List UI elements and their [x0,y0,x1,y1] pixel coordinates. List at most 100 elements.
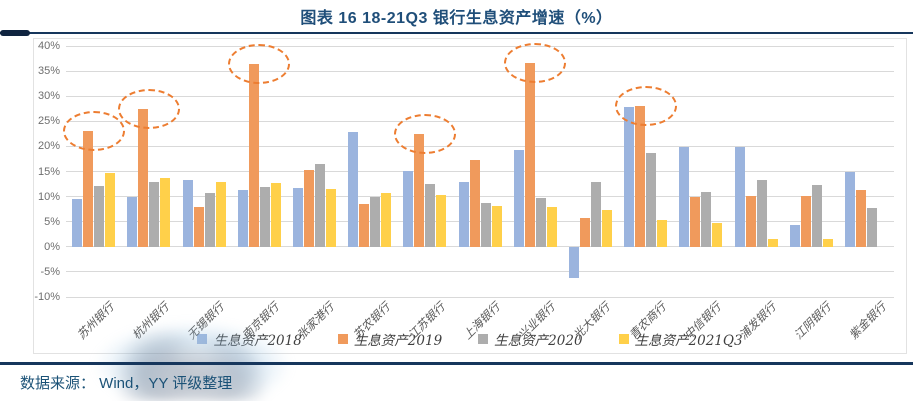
y-axis-tick-40: 40% [37,40,60,52]
bar-生息资产2018-兴业银行 [513,150,524,247]
gridline-15 [66,171,894,172]
bar-生息资产2018-紫金银行 [844,172,855,247]
y-axis-tick--10: -10% [34,291,60,303]
bar-生息资产2021Q3-中信银行 [712,222,723,247]
legend-label: 生息资产2021Q3 [634,333,743,349]
bar-生息资产2019-苏农银行 [359,203,370,247]
bar-生息资产2019-江阴银行 [800,196,811,247]
legend-swatch-icon [618,334,629,344]
gridline-25 [66,120,894,122]
bar-生息资产2021Q3-张家港行 [325,189,336,247]
bar-生息资产2018-苏州银行 [72,199,83,247]
bar-生息资产2021Q3-江苏银行 [436,195,447,247]
y-axis-tick--5: -5% [40,265,60,278]
legend-item-生息资产2021Q3: 生息资产2021Q3 [618,329,743,349]
bar-生息资产2020-紫金银行 [866,207,877,247]
gridline-10 [66,196,894,198]
bar-生息资产2020-中信银行 [701,192,712,247]
legend-item-生息资产2018: 生息资产2018 [197,329,302,349]
bar-生息资产2019-上海银行 [469,159,480,247]
bar-生息资产2018-江阴银行 [789,224,800,247]
bar-生息资产2021Q3-兴业银行 [546,206,557,247]
bar-生息资产2020-苏州银行 [94,185,105,247]
bar-生息资产2020-青农商行 [646,152,657,247]
y-axis-tick-30: 30% [37,90,60,103]
bar-生息资产2018-青农商行 [624,106,635,247]
y-axis-tick-25: 25% [37,115,60,128]
bar-生息资产2018-中信银行 [679,146,690,247]
bar-生息资产2019-苏州银行 [83,131,94,247]
bar-生息资产2018-光大银行 [568,246,579,278]
gridline--5 [66,271,894,273]
bar-生息资产2018-上海银行 [458,182,469,247]
legend-label: 生息资产2019 [353,333,443,349]
legend-item-生息资产2019: 生息资产2019 [337,329,443,349]
legend-swatch-icon [478,334,489,344]
bar-生息资产2021Q3-无锡银行 [215,181,226,247]
bar-生息资产2021Q3-苏农银行 [381,193,392,247]
bar-生息资产2020-光大银行 [590,182,601,247]
bar-生息资产2021Q3-青农商行 [657,220,668,247]
bar-生息资产2018-浦发银行 [734,146,745,247]
bar-生息资产2019-光大银行 [579,217,590,247]
gridline-40 [66,45,894,47]
highlight-circle-南京银行 [228,44,291,85]
bar-生息资产2020-兴业银行 [535,197,546,247]
legend-label: 生息资产2018 [213,333,302,349]
chart-legend: 生息资产2018 生息资产2019 生息资产2020 生息资产2021Q3 [34,329,906,349]
highlight-circle-杭州银行 [117,88,180,129]
bar-生息资产2020-江苏银行 [425,184,436,247]
bar-生息资产2021Q3-杭州银行 [160,178,171,247]
plot-area [62,43,894,298]
bar-生息资产2020-南京银行 [259,187,270,247]
y-axis-tick-15: 15% [37,165,60,178]
highlight-circle-江苏银行 [393,113,456,154]
y-axis-tick-35: 35% [37,65,60,78]
legend-label: 生息资产2020 [494,333,583,349]
y-axis-tick-5: 5% [44,215,60,228]
bar-生息资产2019-青农商行 [635,105,646,247]
gridline--10 [66,296,894,298]
bar-生息资产2020-浦发银行 [756,180,767,247]
bar-生息资产2018-南京银行 [237,190,248,247]
bar-生息资产2019-兴业银行 [524,63,535,247]
bar-生息资产2019-江苏银行 [414,133,425,247]
bar-生息资产2020-江阴银行 [811,185,822,247]
bar-生息资产2018-杭州银行 [127,196,138,247]
bar-生息资产2019-杭州银行 [138,108,149,247]
bar-生息资产2019-南京银行 [248,64,259,247]
y-axis-tick-10: 10% [37,190,60,203]
bar-生息资产2020-杭州银行 [149,182,160,247]
bar-生息资产2021Q3-上海银行 [491,205,502,247]
legend-swatch-icon [337,334,348,344]
bar-生息资产2018-江苏银行 [403,170,414,247]
source-line: 数据来源： Wind，YY 评级整理 [20,375,233,392]
chart-area: 生息资产2018 生息资产2019 生息资产2020 生息资产2021Q3 40% 35… [33,38,907,354]
highlight-circle-兴业银行 [504,43,567,84]
bar-生息资产2018-张家港行 [292,188,303,247]
gridline-5 [66,221,894,223]
y-axis-tick-20: 20% [37,140,60,153]
highlight-circle-苏州银行 [62,111,125,152]
bar-生息资产2020-张家港行 [314,163,325,247]
gridline-20 [66,145,894,147]
bar-生息资产2019-中信银行 [690,196,701,247]
gridline-35 [66,70,894,72]
bar-生息资产2021Q3-光大银行 [601,209,612,247]
bar-生息资产2021Q3-浦发银行 [767,239,778,247]
legend-item-生息资产2020: 生息资产2020 [478,329,583,349]
y-axis-tick-0: 0% [44,240,60,253]
legend-swatch-icon [197,334,208,344]
figure-title: 图表 16 18-21Q3 银行生息资产增速（%） [300,10,613,27]
gridline-30 [66,95,894,97]
bar-生息资产2021Q3-江阴银行 [822,239,833,247]
bottom-rule [0,362,913,365]
bar-生息资产2019-无锡银行 [193,206,204,247]
top-rule [0,32,913,34]
bar-生息资产2018-苏农银行 [348,131,359,247]
gridline-0 [66,246,894,248]
top-left-accent [0,30,30,36]
bar-生息资产2018-无锡银行 [182,180,193,247]
bar-生息资产2020-上海银行 [480,202,491,247]
